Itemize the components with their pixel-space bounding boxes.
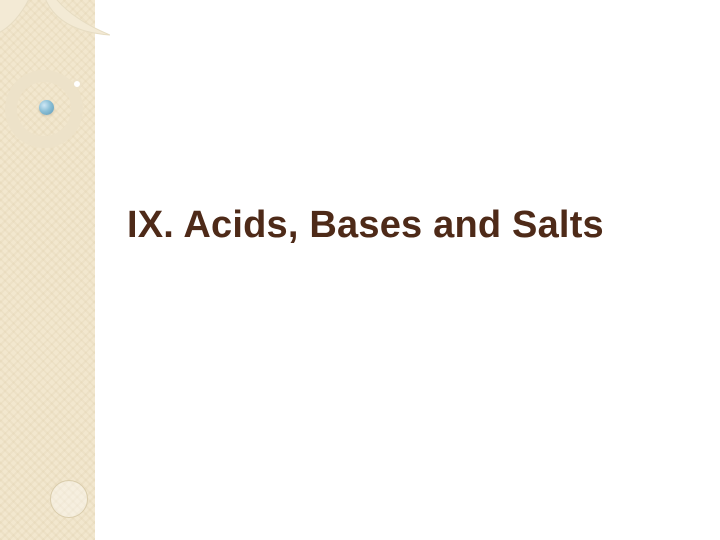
slide-title: IX. Acids, Bases and Salts: [127, 204, 604, 247]
blue-orb-icon: [39, 100, 54, 115]
bottom-ring-decor-icon: [50, 480, 88, 518]
small-ring-dot-icon: [72, 79, 82, 89]
